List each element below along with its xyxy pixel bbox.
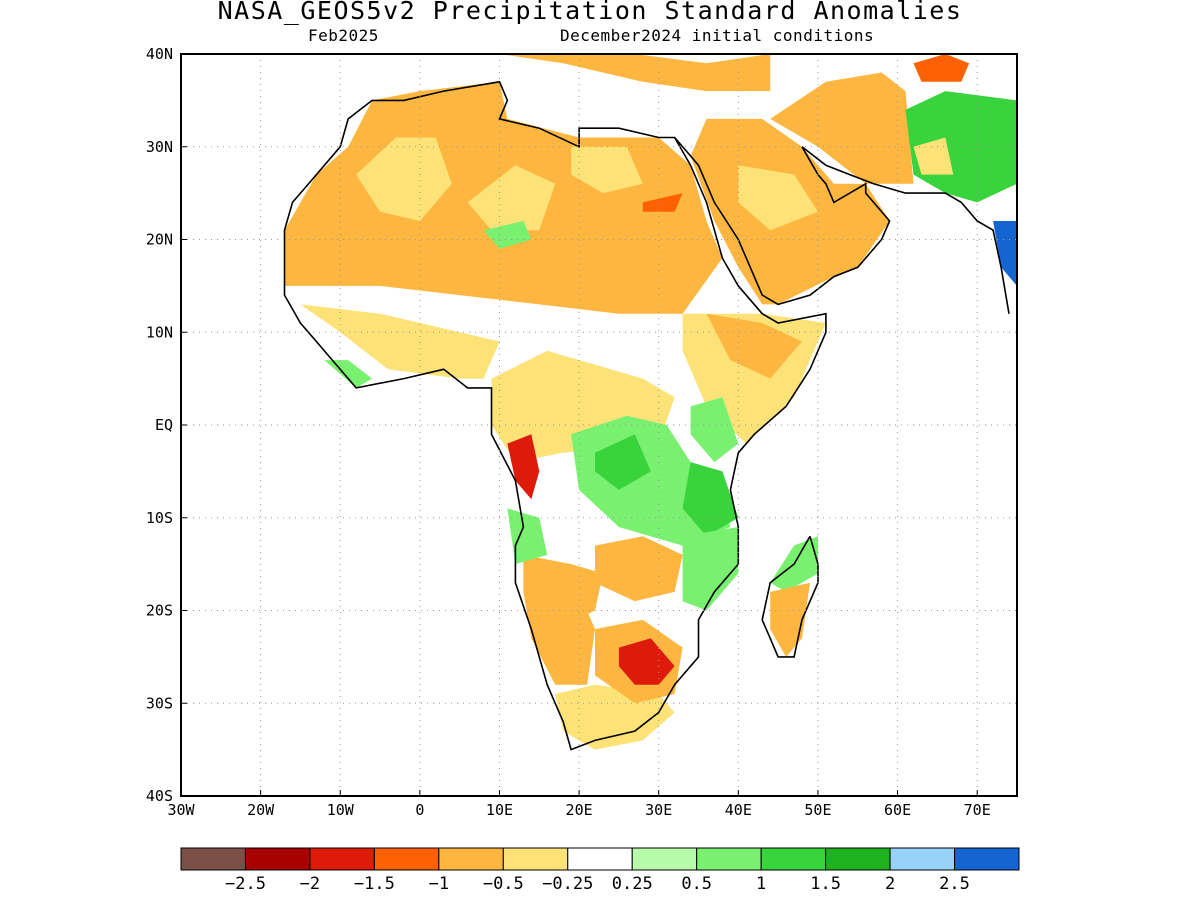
colorbar-swatch [825,847,891,871]
anomaly-region-guinea-green [324,360,373,388]
x-tick-label: 50E [804,801,831,819]
colorbar-swatch [954,847,1020,871]
x-tick-label: 70E [964,801,991,819]
colorbar-label: −0.5 [483,874,524,894]
colorbar: −2.5 −2 −1.5 −1 −0.5 −0.25 0.25 0.5 1 1.5 2 2.5 [180,847,1020,894]
colorbar-swatch [180,847,246,871]
anomaly-region-mozambique-green [682,527,739,611]
anomaly-region-coastal-guinea-pale [300,304,500,379]
arabia-coast [673,136,891,306]
anomaly-region-sudan-green [483,221,532,249]
x-tick-label: 20W [247,801,275,819]
persian-coast [801,146,1010,314]
y-tick-label: 30N [146,138,173,156]
colorbar-label: 1 [756,874,766,894]
colorbar-swatch [438,847,504,871]
x-tick-label: 20E [566,801,593,819]
anomaly-region-horn-orange [706,313,802,379]
anomaly-region-chad-orange [642,193,683,212]
colorbar-label: −1 [429,874,449,894]
coastlines [283,80,1010,751]
anomaly-region-angola-green [507,508,548,565]
anomaly-region-tanzania-darkgreen [682,462,739,537]
colorbar-swatch [760,847,827,871]
y-tick-label: EQ [155,416,173,434]
anomaly-region-southafrica-red [618,638,675,685]
map-title: NASA_GEOS5v2 Precipitation Standard Anom… [217,0,963,25]
x-tick-label: 30W [167,801,195,819]
anomaly-region-iran-orange [770,72,914,184]
x-tick-label: 10E [486,801,513,819]
y-tick-label: 30S [146,694,173,712]
colorbar-label: 0.5 [681,874,712,894]
colorbar-label: −1.5 [354,874,395,894]
colorbar-label: 1.5 [810,874,841,894]
anomaly-region-congo-darkgreen [595,434,651,490]
anomaly-region-gabon-red [507,434,540,500]
y-tick-label: 10N [146,323,173,341]
colorbar-swatch [631,847,698,871]
y-tick-label: 20N [146,231,173,249]
x-tick-label: 40E [725,801,752,819]
colorbar-label: −2.5 [225,874,266,894]
colorbar-label: 2 [885,874,895,894]
anomaly-region-namibia-orange [523,591,595,685]
colorbar-swatch [373,847,440,871]
anomaly-region-zambia-orange [595,536,683,602]
y-tick-label: 40N [146,45,173,63]
anomaly-region-sahara-pale-east [571,146,643,194]
colorbar-label: 2.5 [939,874,970,894]
y-tick-label: 20S [146,602,173,620]
africa-coast [283,80,827,751]
x-tick-label: 0 [415,801,424,819]
gridlines [181,54,1017,796]
anomaly-region-iran-red [913,54,970,82]
colorbar-swatch [567,847,633,871]
axis-ticks: 30W 20W 10W 0 10E 20E 30E 40E 50E 60E 70E 40N 30N 20N… [146,45,991,819]
x-tick-label: 60E [884,801,911,819]
colorbar-swatch [889,847,956,871]
anomaly-region-sahara-pale-west [356,137,452,221]
colorbar-label: −2 [300,874,320,894]
anomaly-shading [284,54,1017,750]
anomaly-region-arabia-pale [738,165,818,231]
forecast-month: Feb2025 [308,26,379,45]
colorbar-label: −0.25 [542,874,593,894]
colorbar-swatch [244,847,311,871]
colorbar-swatch [696,847,762,871]
y-tick-label: 10S [146,509,173,527]
initial-conditions: December2024 initial conditions [560,26,875,45]
anomaly-region-india-blue [993,221,1017,286]
x-tick-label: 30E [645,801,672,819]
colorbar-swatch [309,847,375,871]
x-tick-label: 10W [327,801,355,819]
anomaly-region-madagascar-orange [770,582,810,657]
y-tick-label: 40S [146,787,173,805]
anomaly-region-kenya-green [690,397,739,463]
anomaly-region-sahara-pale-central [467,165,556,231]
colorbar-label: 0.25 [612,874,653,894]
colorbar-swatch [502,847,569,871]
anomaly-region-mediterranean-north [499,54,771,92]
